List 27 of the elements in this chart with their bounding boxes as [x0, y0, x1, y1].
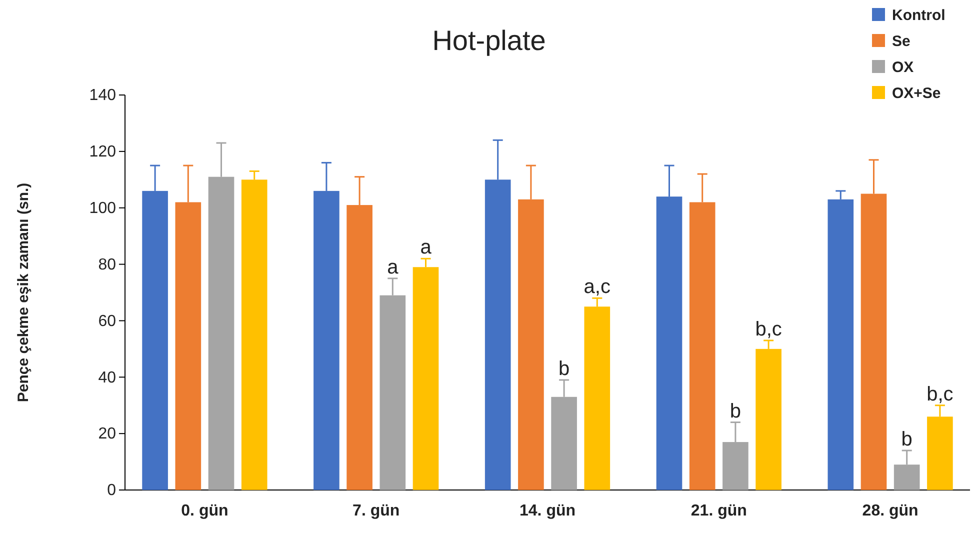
annotation: b,c: [926, 383, 954, 406]
y-tick-label: 40: [98, 369, 116, 386]
x-tick-label: 0. gün: [181, 502, 228, 520]
x-tick-label: 7. gün: [352, 502, 400, 520]
annotation: a: [420, 236, 432, 259]
y-tick-label: 120: [89, 144, 116, 161]
legend-label: Se: [892, 33, 910, 50]
y-axis-title: Pençe çekme eşik zamanı (sn.): [15, 182, 32, 402]
annotation: b: [730, 400, 742, 422]
y-tick-label: 0: [107, 482, 116, 500]
annotation: b: [558, 358, 570, 380]
chart-title: Hot-plate: [432, 25, 546, 56]
legend-label: Kontrol: [892, 7, 946, 24]
y-tick-label: 100: [89, 200, 116, 217]
y-tick-label: 80: [98, 256, 116, 274]
legend-label: OX: [892, 59, 914, 76]
y-tick-label: 140: [89, 87, 116, 104]
annotation: b: [901, 428, 912, 450]
annotation: b,c: [755, 318, 782, 340]
x-tick-label: 14. gün: [519, 502, 576, 520]
x-tick-label: 21. gün: [690, 502, 747, 520]
y-tick-label: 20: [98, 426, 116, 443]
annotation: a: [387, 256, 400, 278]
x-tick-label: 28. gün: [862, 502, 918, 520]
legend-label: OX+Se: [892, 85, 941, 102]
annotation: a,c: [584, 276, 610, 298]
y-tick-label: 60: [98, 312, 116, 330]
